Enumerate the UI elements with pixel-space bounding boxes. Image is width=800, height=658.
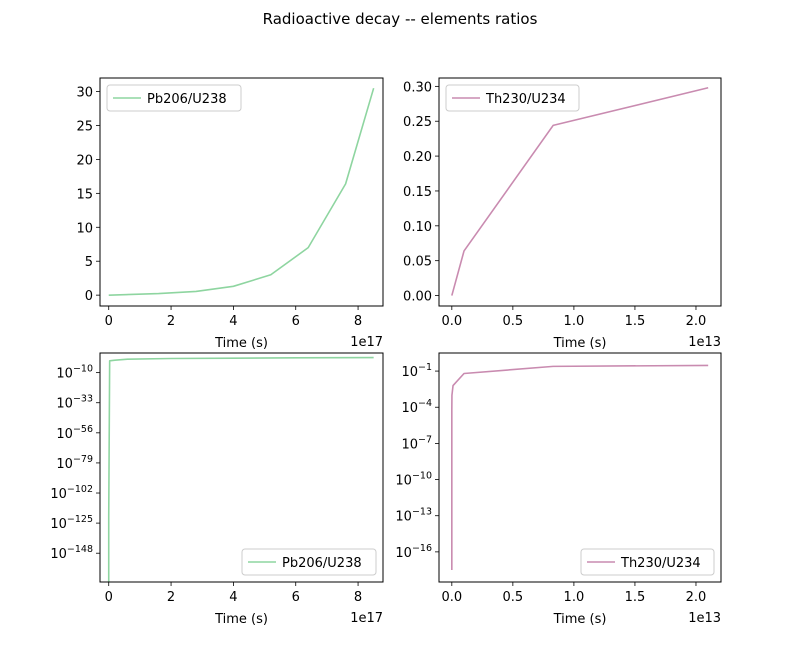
subplot-3: 0 2 4 6 8 10−10 10−33 10−56 10−79 10−102 10−125 10−…	[50, 352, 384, 627]
y-tick-label: 10−16	[395, 543, 432, 561]
x-tick-label: 1.5	[625, 590, 646, 605]
y-tick-label: 10−79	[56, 454, 93, 472]
subplot-1: 0 2 4 6 8 0 5 10 15 20 25 30 Time (s) 1e17 Pb206/U238	[76, 77, 384, 351]
y-tick-label: 10−125	[50, 514, 93, 532]
x-offset-text: 1e17	[350, 611, 383, 626]
y-tick-label: 15	[76, 187, 93, 202]
figure-title: Radioactive decay -- elements ratios	[263, 10, 538, 28]
x-tick-label: 1.0	[564, 314, 585, 329]
y-tick-label: 0.10	[403, 220, 432, 235]
x-offset-text: 1e17	[350, 335, 383, 350]
x-axis-label: Time (s)	[214, 612, 268, 627]
series-line-1	[451, 364, 709, 570]
y-tick-label: 10−4	[401, 398, 432, 416]
legend: Pb206/U238	[241, 548, 377, 576]
y-tick-label: 5	[85, 255, 93, 270]
axes-frame	[99, 77, 384, 307]
x-tick-label: 0.0	[441, 314, 462, 329]
x-offset-text: 1e13	[688, 611, 721, 626]
y-tick-label: 30	[76, 86, 93, 101]
legend-label: Pb206/U238	[147, 92, 227, 107]
x-tick-label: 0.0	[441, 590, 462, 605]
y-tick-label: 10	[76, 221, 93, 236]
y-tick-label: 10−13	[395, 507, 432, 525]
axes-frame	[438, 77, 722, 307]
y-tick-label: 0.00	[403, 290, 432, 305]
x-tick-label: 2	[167, 590, 175, 605]
x-tick-label: 4	[229, 590, 237, 605]
x-tick-label: 2.0	[686, 590, 707, 605]
y-tick-label: 25	[76, 120, 93, 135]
x-axis-label: Time (s)	[214, 336, 268, 351]
legend-label: Th230/U234	[620, 556, 701, 571]
x-offset-text: 1e13	[688, 335, 721, 350]
y-tick-label: 10−10	[56, 364, 93, 382]
x-tick-label: 0	[105, 314, 113, 329]
x-tick-label: 0	[105, 590, 113, 605]
y-tick-label: 10−56	[56, 424, 93, 442]
y-tick-label: 10−33	[56, 394, 93, 412]
x-tick-label: 1.0	[564, 590, 585, 605]
y-tick-label: 10−1	[401, 362, 432, 380]
x-axis-label: Time (s)	[553, 612, 607, 627]
legend-box	[106, 84, 242, 112]
x-axis-label: Time (s)	[553, 336, 607, 351]
x-tick-label: 4	[229, 314, 237, 329]
legend: Th230/U234	[580, 548, 715, 576]
series-line-1	[107, 356, 374, 582]
x-tick-label: 1.5	[625, 314, 646, 329]
x-tick-label: 8	[354, 314, 362, 329]
x-tick-label: 6	[292, 314, 300, 329]
x-tick-label: 2	[167, 314, 175, 329]
axes-frame	[99, 352, 384, 583]
y-tick-label: 10−7	[401, 434, 432, 452]
legend-box	[445, 84, 580, 112]
x-tick-label: 8	[354, 590, 362, 605]
legend: Th230/U234	[445, 84, 580, 112]
y-tick-label: 0.25	[403, 115, 432, 130]
legend-box	[580, 548, 715, 576]
legend: Pb206/U238	[106, 84, 242, 112]
legend-box	[241, 548, 377, 576]
legend-label: Th230/U234	[485, 92, 566, 107]
x-tick-label: 0.5	[503, 590, 524, 605]
y-tick-label: 10−102	[50, 484, 93, 502]
x-tick-label: 6	[292, 590, 300, 605]
y-tick-label: 0.15	[403, 185, 432, 200]
subplot-2: 0.0 0.5 1.0 1.5 2.0 0.00 0.05 0.10 0.15 0.20 0.25 0…	[403, 77, 722, 351]
subplot-4: 0.0 0.5 1.0 1.5 2.0 10−1 10−4 10−7 10−10 10−13 10−…	[395, 352, 722, 627]
axes-frame	[438, 352, 722, 583]
series-line-1	[108, 87, 375, 296]
y-tick-label: 0	[85, 289, 93, 304]
y-tick-label: 20	[76, 153, 93, 168]
x-tick-label: 2.0	[686, 314, 707, 329]
y-tick-label: 0.05	[403, 255, 432, 270]
y-tick-label: 10−10	[395, 471, 432, 489]
series-line-1	[451, 86, 709, 296]
y-tick-label: 10−148	[50, 544, 93, 562]
y-tick-label: 0.20	[403, 150, 432, 165]
x-tick-label: 0.5	[503, 314, 524, 329]
y-tick-label: 0.30	[403, 80, 432, 95]
legend-label: Pb206/U238	[282, 556, 362, 571]
